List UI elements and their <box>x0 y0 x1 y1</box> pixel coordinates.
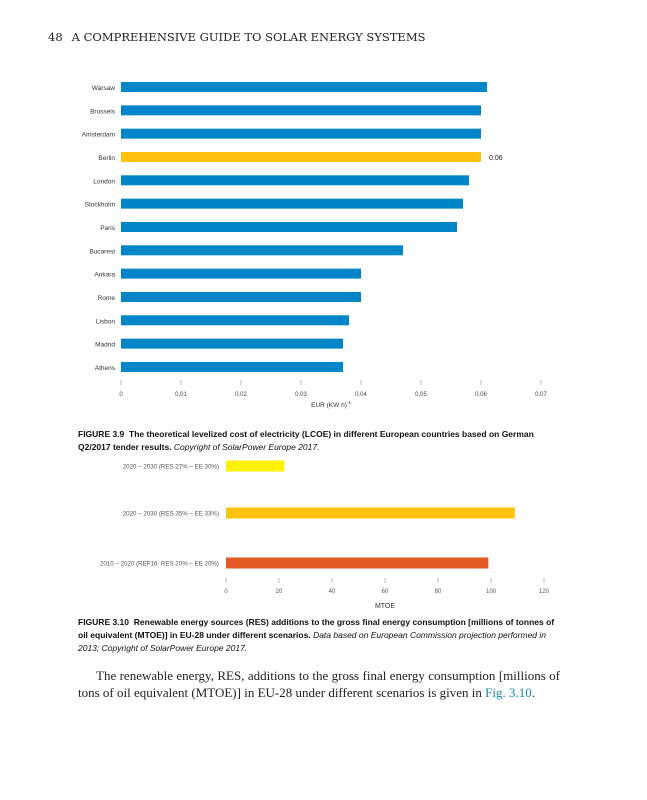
category-label: Berlin <box>98 155 115 162</box>
data-label: 0.06 <box>489 155 503 162</box>
category-label: Stockholm <box>85 202 115 209</box>
bar-athens <box>121 361 343 372</box>
category-label: 2020 – 2030 (RES 27% – EE 30%) <box>123 464 219 471</box>
scenario-bar <box>226 460 285 472</box>
running-header: 48 A COMPREHENSIVE GUIDE TO SOLAR ENERGY … <box>48 30 425 44</box>
bar-london <box>121 175 469 186</box>
x-tick-label: 0.04 <box>355 392 367 398</box>
bar-lisbon <box>121 315 349 326</box>
bar-ankara <box>121 268 361 279</box>
category-label: Rome <box>98 295 116 302</box>
x-tick-label: 80 <box>435 589 442 595</box>
category-label: Athens <box>95 365 116 372</box>
category-label: 2020 – 2030 (RES 35% – EE 33%) <box>123 511 219 518</box>
category-label: Madrid <box>95 342 115 349</box>
caption-text: Renewable energy sources (RES) additions… <box>78 617 555 640</box>
x-tick-label: 0.05 <box>415 392 427 398</box>
caption-label: FIGURE 3.10 <box>78 617 130 627</box>
scenario-bar <box>226 507 515 519</box>
body-end: . <box>531 684 535 700</box>
running-title: A COMPREHENSIVE GUIDE TO SOLAR ENERGY SY… <box>71 30 426 44</box>
category-label: Ankara <box>94 272 115 279</box>
scenario-bar <box>226 557 489 569</box>
x-axis-title-superscript: -1 <box>347 400 351 405</box>
x-tick-label: 20 <box>276 589 283 595</box>
x-axis-title: MTOE <box>375 603 395 610</box>
figure-3-10-caption: FIGURE 3.10 Renewable energy sources (RE… <box>78 616 560 655</box>
bar-madrid <box>121 338 343 349</box>
x-tick-label: 0.06 <box>475 392 487 398</box>
bar-brussels <box>121 105 481 116</box>
caption-label: FIGURE 3.9 <box>78 429 125 439</box>
figure-3-9-caption: FIGURE 3.9 The theoretical levelized cos… <box>78 428 560 454</box>
x-tick-label: 0 <box>224 589 228 595</box>
bar-warsaw <box>121 82 487 92</box>
body-paragraph: The renewable energy, RES, additions to … <box>78 668 560 701</box>
bar-amsterdam <box>121 128 481 139</box>
caption-credit: Copyright of SolarPower Europe 2017. <box>173 442 320 452</box>
category-label: London <box>93 178 115 185</box>
x-tick-label: 0.03 <box>295 392 307 398</box>
caption-credit: Data based on European Commission projec… <box>78 630 546 653</box>
x-tick-label: 0.07 <box>535 392 547 398</box>
bar-stockholm <box>121 198 463 209</box>
x-tick-label: 40 <box>329 589 336 595</box>
category-label: Warsaw <box>92 85 116 92</box>
page-number: 48 <box>48 30 63 44</box>
res-bar-chart: 2020 – 2030 (RES 27% – EE 30%) 2020 – 203… <box>100 460 550 610</box>
lcoe-bar-chart: Warsaw Brussels Amsterdam Berlin 0.06 London S… <box>82 82 547 409</box>
x-tick-label: 100 <box>486 589 497 595</box>
x-tick-label: 0.01 <box>175 392 187 398</box>
category-label: 2010 – 2020 (REF16: RES 20% – EE 20%) <box>100 561 219 568</box>
category-label: Lisbon <box>96 318 116 325</box>
bar-rome <box>121 291 361 302</box>
category-label: Paris <box>100 225 116 232</box>
body-text: The renewable energy, RES, additions to … <box>78 668 560 700</box>
figure-link[interactable]: Fig. 3.10 <box>485 684 532 700</box>
category-label: Bucarest <box>89 248 115 255</box>
x-tick-label: 60 <box>382 589 389 595</box>
category-label: Brussels <box>90 108 116 115</box>
x-tick-label: 0.02 <box>235 392 247 398</box>
x-tick-label: 0 <box>119 392 123 398</box>
bar-bucarest <box>121 245 403 256</box>
caption-text: The theoretical levelized cost of electr… <box>78 429 534 452</box>
bar-paris <box>121 221 457 232</box>
bar-berlin <box>121 151 481 162</box>
category-label: Amsterdam <box>82 132 115 139</box>
x-tick-label: 120 <box>539 589 550 595</box>
x-axis-title: EUR (KW h)-1 <box>311 400 351 409</box>
